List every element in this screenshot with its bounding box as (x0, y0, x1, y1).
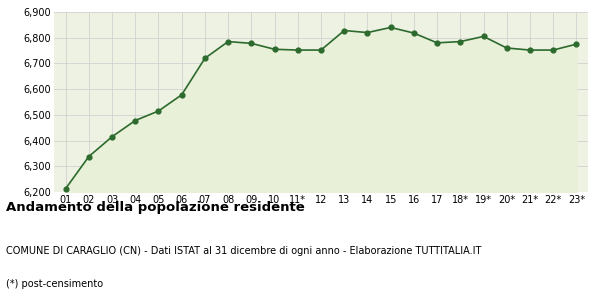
Point (409, 31, 419, 35)
Point (200, 56, 210, 61)
Point (154, 109, 163, 113)
Point (548, 48, 558, 52)
Point (316, 48, 326, 52)
Point (502, 46, 512, 50)
Point (61, 186, 70, 191)
Point (293, 48, 302, 52)
Text: (*) post-censimento: (*) post-censimento (6, 279, 103, 289)
Point (479, 34, 488, 39)
Point (84, 154, 94, 159)
Point (177, 92, 187, 97)
Point (386, 25, 395, 30)
Point (270, 47, 280, 52)
Point (572, 42, 581, 46)
Point (525, 48, 535, 52)
Point (130, 118, 140, 123)
Text: COMUNE DI CARAGLIO (CN) - Dati ISTAT al 31 dicembre di ogni anno - Elaborazione : COMUNE DI CARAGLIO (CN) - Dati ISTAT al … (6, 246, 481, 256)
Point (247, 41, 256, 46)
Point (362, 30, 372, 35)
Point (432, 40, 442, 45)
Point (223, 39, 233, 44)
Point (107, 134, 117, 139)
Text: Andamento della popolazione residente: Andamento della popolazione residente (6, 201, 305, 214)
Point (340, 28, 349, 33)
Point (455, 39, 465, 44)
